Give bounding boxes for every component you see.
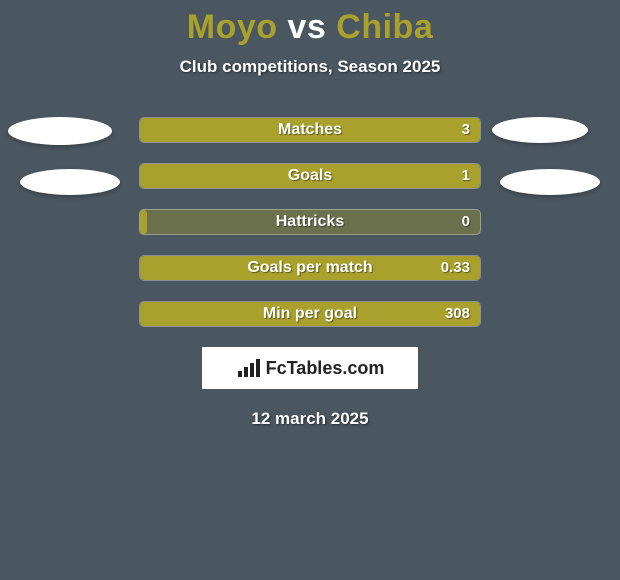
player1-name: Moyo <box>187 8 278 46</box>
decor-ellipse-right-2 <box>500 169 600 195</box>
stat-label: Hattricks <box>140 210 480 234</box>
stat-value: 1 <box>462 164 470 188</box>
stat-value: 308 <box>445 302 470 326</box>
infographic-root: Moyo vs Chiba Club competitions, Season … <box>0 0 620 580</box>
stat-label: Matches <box>140 118 480 142</box>
player2-name: Chiba <box>336 8 433 46</box>
stats-area: Matches3Goals1Hattricks0Goals per match0… <box>0 117 620 429</box>
decor-ellipse-left-1 <box>8 117 112 145</box>
stat-rows-container: Matches3Goals1Hattricks0Goals per match0… <box>0 117 620 327</box>
date-line: 12 march 2025 <box>0 409 620 429</box>
decor-ellipse-left-2 <box>20 169 120 195</box>
bar-chart-icon <box>236 357 262 379</box>
stat-label: Goals per match <box>140 256 480 280</box>
brand-text: FcTables.com <box>266 358 385 379</box>
stat-row: Hattricks0 <box>139 209 481 235</box>
subtitle: Club competitions, Season 2025 <box>0 57 620 77</box>
stat-label: Min per goal <box>140 302 480 326</box>
stat-label: Goals <box>140 164 480 188</box>
stat-row: Goals per match0.33 <box>139 255 481 281</box>
stat-value: 3 <box>462 118 470 142</box>
brand-box: FcTables.com <box>202 347 418 389</box>
stat-row: Min per goal308 <box>139 301 481 327</box>
page-title: Moyo vs Chiba <box>0 0 620 47</box>
stat-value: 0 <box>462 210 470 234</box>
stat-row: Goals1 <box>139 163 481 189</box>
decor-ellipse-right-1 <box>492 117 588 143</box>
stat-row: Matches3 <box>139 117 481 143</box>
vs-separator: vs <box>288 8 327 46</box>
stat-value: 0.33 <box>441 256 470 280</box>
